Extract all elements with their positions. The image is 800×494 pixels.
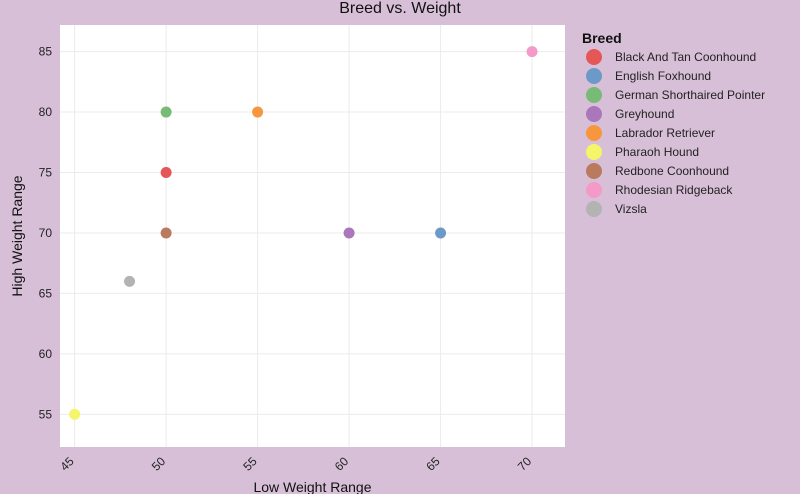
y-tick-label: 55 (39, 407, 53, 421)
data-point (124, 275, 136, 287)
legend-title: Breed (582, 30, 622, 46)
x-tick-label: 45 (57, 454, 77, 474)
legend-item-label: Black And Tan Coonhound (615, 50, 756, 64)
legend-item-label: Rhodesian Ridgeback (615, 183, 733, 197)
legend-item-label: Pharaoh Hound (615, 145, 699, 159)
legend-item-label: Vizsla (615, 202, 647, 216)
y-axis-ticks: 55 60 65 70 75 80 85 (39, 45, 53, 422)
data-point (69, 408, 81, 420)
x-tick-label: 60 (332, 454, 352, 474)
data-point (526, 46, 538, 58)
data-point (252, 106, 264, 118)
x-tick-label: 50 (149, 454, 169, 474)
y-tick-label: 80 (39, 105, 53, 119)
legend-item-label: English Foxhound (615, 69, 711, 83)
legend-item-label: Redbone Coonhound (615, 164, 729, 178)
plot-area (60, 25, 565, 447)
data-point (435, 227, 447, 239)
legend-item-label: German Shorthaired Pointer (615, 88, 765, 102)
x-axis-title: Low Weight Range (253, 479, 371, 494)
x-tick-label: 65 (423, 454, 443, 474)
legend-marker (586, 163, 602, 179)
data-point (160, 227, 172, 239)
data-point (160, 106, 172, 118)
legend-marker (586, 144, 602, 160)
legend-item-label: Labrador Retriever (615, 126, 715, 140)
legend-marker (586, 87, 602, 103)
y-tick-label: 75 (39, 166, 53, 180)
data-point (160, 167, 172, 179)
legend: Breed Black And Tan Coonhound English Fox… (582, 30, 765, 217)
y-tick-label: 65 (39, 286, 53, 300)
chart-title: Breed vs. Weight (339, 0, 461, 17)
y-tick-label: 85 (39, 45, 53, 59)
legend-marker (586, 125, 602, 141)
legend-item-label: Greyhound (615, 107, 674, 121)
y-tick-label: 70 (39, 226, 53, 240)
data-points (69, 46, 538, 420)
x-tick-label: 55 (240, 454, 260, 474)
legend-marker (586, 49, 602, 65)
x-axis-ticks: 45 50 55 60 65 70 (57, 454, 534, 474)
legend-marker (586, 182, 602, 198)
x-tick-label: 70 (515, 454, 535, 474)
legend-marker (586, 106, 602, 122)
legend-marker (586, 201, 602, 217)
data-point (343, 227, 355, 239)
legend-marker (586, 68, 602, 84)
y-axis-title: High Weight Range (9, 175, 25, 296)
y-tick-label: 60 (39, 347, 53, 361)
